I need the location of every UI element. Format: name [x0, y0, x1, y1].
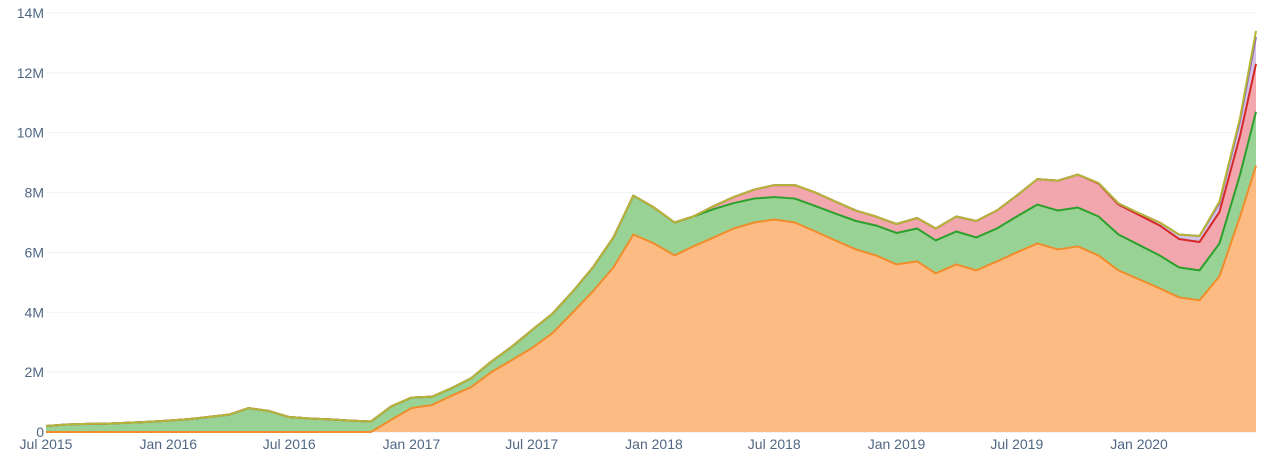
y-tick-label: 4M [25, 304, 44, 320]
y-tick-label: 6M [25, 244, 44, 260]
x-tick-label: Jul 2019 [990, 436, 1043, 452]
area-series-group [45, 30, 1257, 433]
series-line-1 [46, 165, 1257, 433]
x-tick-label: Jul 2016 [263, 436, 316, 452]
y-tick-label: 0 [36, 424, 44, 440]
area-series-1 [46, 165, 1256, 432]
x-tick-label: Jan 2017 [383, 436, 441, 452]
x-tick-label: Jul 2015 [20, 436, 73, 452]
x-tick-label: Jul 2017 [505, 436, 558, 452]
x-axis: Jul 2015 Jan 2016 Jul 2016 Jan 2017 Jul 2017… [20, 436, 1169, 452]
y-axis: 0 2M 4M 6M 8M 10M 12M 14M [17, 5, 44, 440]
y-tick-label: 14M [17, 5, 44, 21]
y-tick-label: 12M [17, 65, 44, 81]
y-tick-label: 8M [25, 185, 44, 201]
series-line-5 [45, 30, 1257, 428]
x-tick-label: Jan 2018 [625, 436, 683, 452]
y-tick-label: 10M [17, 125, 44, 141]
x-tick-label: Jan 2016 [139, 436, 197, 452]
y-tick-label: 2M [25, 364, 44, 380]
x-tick-label: Jul 2018 [748, 436, 801, 452]
x-tick-label: Jan 2020 [1110, 436, 1168, 452]
x-tick-label: Jan 2019 [868, 436, 926, 452]
